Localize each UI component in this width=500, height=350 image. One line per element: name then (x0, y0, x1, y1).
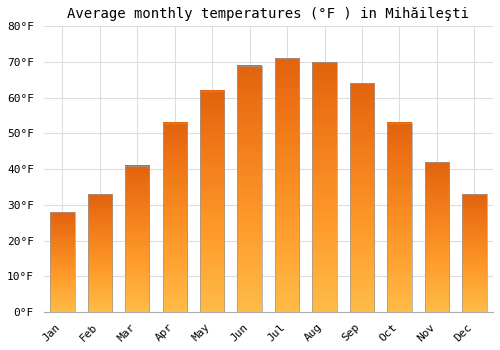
Bar (88, 194, 112, 312)
Bar (312, 62, 336, 312)
Bar (424, 162, 449, 312)
Bar (162, 123, 187, 312)
Bar (50, 212, 74, 312)
Bar (238, 65, 262, 312)
Bar (125, 166, 150, 312)
Bar (462, 194, 486, 312)
Bar (350, 83, 374, 312)
Bar (462, 194, 486, 312)
Bar (125, 166, 150, 312)
Bar (388, 123, 411, 312)
Bar (200, 91, 224, 312)
Bar (388, 123, 411, 312)
Bar (88, 194, 112, 312)
Bar (50, 212, 74, 312)
Bar (350, 83, 374, 312)
Bar (312, 62, 336, 312)
Bar (162, 123, 187, 312)
Title: Average monthly temperatures (°F ) in Mihăileşti: Average monthly temperatures (°F ) in Mi… (68, 7, 469, 21)
Bar (275, 58, 299, 312)
Bar (200, 91, 224, 312)
Bar (238, 65, 262, 312)
Bar (275, 58, 299, 312)
Bar (424, 162, 449, 312)
